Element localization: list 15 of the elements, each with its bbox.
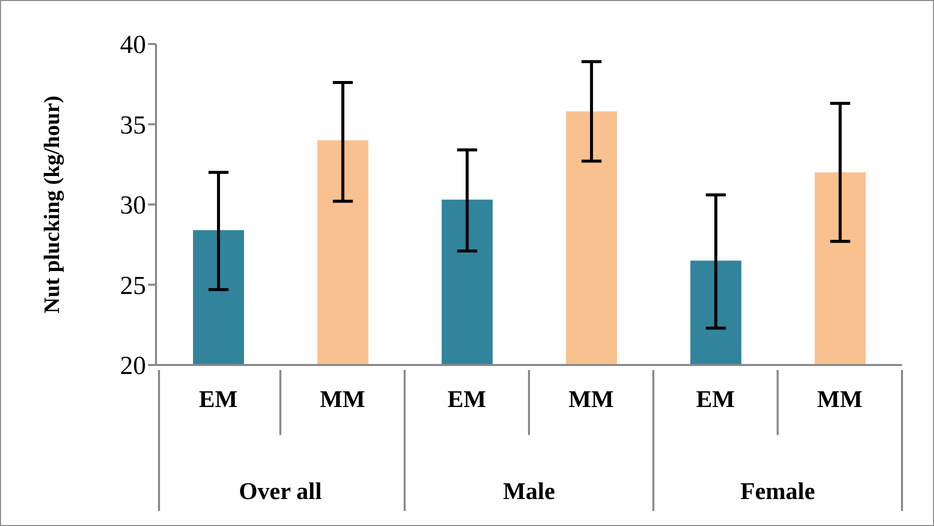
y-tick-label: 35 xyxy=(120,110,146,140)
x-tick-label: MM xyxy=(817,387,862,413)
x-tick-label: MM xyxy=(568,387,614,413)
y-tick-label: 20 xyxy=(120,351,146,380)
y-tick-label: 30 xyxy=(120,190,146,220)
y-tick-label: 40 xyxy=(120,30,146,60)
x-tick-label: MM xyxy=(320,387,366,413)
x-tick-label: EM xyxy=(198,387,238,413)
text: Male xyxy=(503,479,556,505)
y-tick-label: 25 xyxy=(120,270,146,300)
y-axis-title: Nut plucking (kg/hour) xyxy=(38,96,64,314)
text: Female xyxy=(740,479,816,505)
x-tick-label: EM xyxy=(696,387,735,413)
x-tick-label: EM xyxy=(447,387,486,413)
text: Over all xyxy=(238,479,322,505)
